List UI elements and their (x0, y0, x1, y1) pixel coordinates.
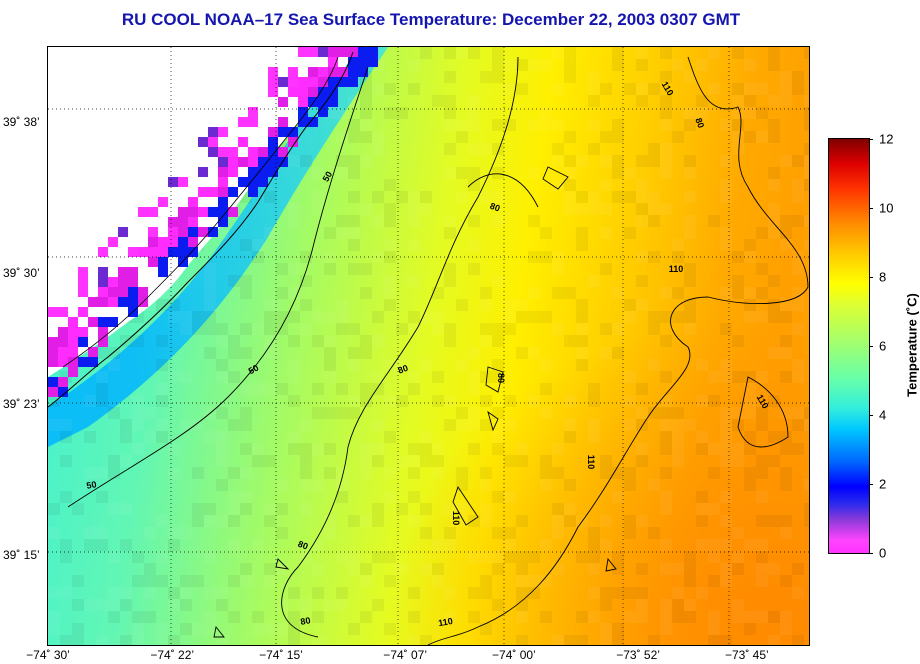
contour-label: 50 (321, 170, 335, 184)
colorbar-tick-mark (869, 484, 873, 485)
coastline-inner (62, 56, 339, 368)
colorbar-tick-mark (869, 139, 873, 140)
y-tick-label: 39˚ 15’ (3, 547, 40, 562)
contour-label: 110 (586, 455, 596, 470)
pixel-texture (48, 47, 809, 645)
contour-label: 110 (437, 616, 453, 628)
contour-label: 110 (669, 264, 684, 274)
colorbar-tick-label: 10 (879, 200, 894, 216)
colorbar-tick-label: 0 (879, 545, 887, 561)
colorbar-label: Temperature (˚C) (904, 293, 920, 397)
colorbar-tick-label: 8 (879, 269, 887, 285)
colorbar (828, 138, 870, 554)
contour-label: 80 (693, 117, 706, 130)
contour-lines (67, 56, 809, 645)
contour-label: 110 (451, 511, 461, 526)
y-tick-label: 39˚ 23’ (3, 397, 40, 412)
sst-map: 50 50 50 80 80 80 80 80 80 110 110 110 110 110 110 (47, 46, 810, 646)
x-tick-label: −74˚ 15’ (259, 648, 303, 662)
cloud-pixels (48, 47, 378, 397)
colorbar-tick-label: 2 (879, 476, 887, 492)
y-tick-label: 39˚ 38’ (3, 115, 40, 130)
colorbar-tick-mark (869, 553, 873, 554)
contour-label: 50 (86, 479, 98, 491)
x-tick-label: −74˚ 30’ (26, 648, 70, 662)
colorbar-tick-label: 4 (879, 407, 887, 423)
contour-label: 80 (297, 539, 310, 552)
y-tick-label: 39˚ 30’ (3, 265, 40, 280)
cold-coastal-band (48, 47, 388, 447)
colorbar-tick-mark (869, 208, 873, 209)
colorbar-tick-mark (869, 277, 873, 278)
contour-label: 80 (300, 615, 312, 627)
x-tick-label: −73˚ 52’ (616, 648, 660, 662)
colorbar-tick-mark (869, 346, 873, 347)
graticule (48, 47, 809, 645)
contour-label: 80 (496, 373, 506, 383)
x-tick-label: −74˚ 00’ (492, 648, 536, 662)
contour-label: 50 (247, 363, 261, 377)
x-tick-label: −74˚ 22’ (150, 648, 195, 662)
coastline (48, 51, 354, 408)
colorbar-tick-label: 12 (879, 131, 894, 147)
x-tick-label: −73˚ 45’ (724, 648, 769, 662)
colorbar-tick-label: 6 (879, 338, 887, 354)
contour-label: 80 (397, 363, 410, 376)
contour-label: 80 (489, 201, 502, 214)
colorbar-tick-mark (869, 415, 873, 416)
x-tick-label: −74˚ 07’ (383, 648, 428, 662)
map-title: RU COOL NOAA–17 Sea Surface Temperature:… (121, 10, 741, 29)
